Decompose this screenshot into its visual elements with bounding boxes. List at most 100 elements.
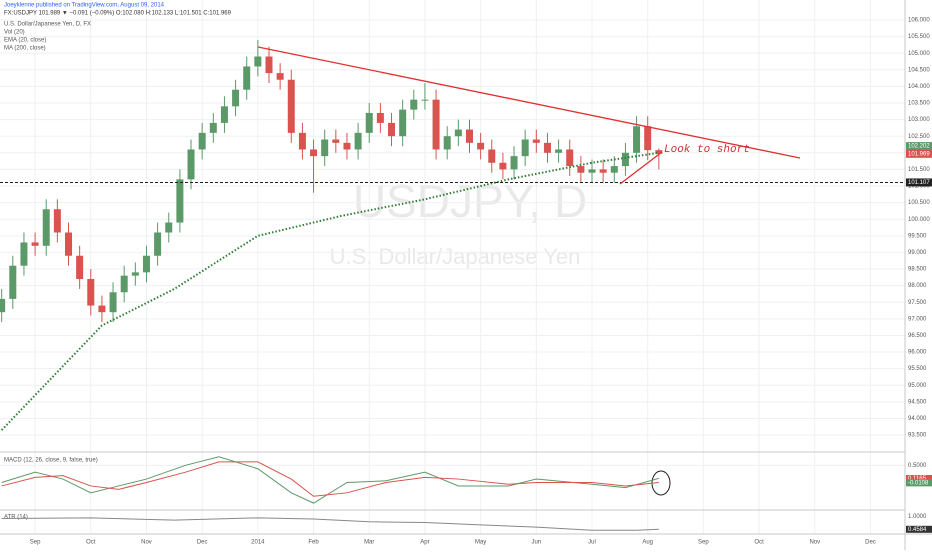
macd-line <box>1 456 659 504</box>
price-label-bg <box>906 178 932 187</box>
y-tick-label: 99.000 <box>908 250 927 256</box>
candle-body <box>220 106 228 123</box>
x-tick-label: May <box>475 540 486 546</box>
y-tick-label: 98.000 <box>908 283 927 289</box>
x-tick-label: Apr <box>420 540 429 546</box>
y-tick-label: 102.500 <box>908 134 930 140</box>
y-tick-label: 101.500 <box>908 167 930 173</box>
candle-body <box>154 232 162 256</box>
candle-body <box>142 255 150 273</box>
candle-body <box>287 79 295 133</box>
candle-body <box>65 232 73 256</box>
last-label-bg <box>906 142 932 151</box>
y-tick-label: 96.000 <box>908 350 927 356</box>
last-label: 0.4584 <box>908 527 927 533</box>
candle-body <box>187 149 195 180</box>
candle-body <box>521 139 529 157</box>
candle-body <box>42 209 50 246</box>
candle-body <box>298 132 306 150</box>
candle-body <box>555 149 563 153</box>
candle-body <box>454 129 462 137</box>
macd-line <box>1 461 659 497</box>
atr-line <box>1 517 659 531</box>
last-label-bg <box>906 525 932 533</box>
y-tick-label: 97.000 <box>908 316 927 322</box>
candle-body <box>243 66 251 90</box>
candle-body <box>532 139 540 143</box>
x-tick-label: Feb <box>308 540 319 546</box>
candle-body <box>421 99 429 101</box>
candle-body <box>120 275 128 293</box>
candle-body <box>465 129 473 143</box>
candle-body <box>566 149 574 167</box>
x-tick-label: Dec <box>197 540 208 546</box>
last-label: 102.202 <box>908 144 930 150</box>
candle-body <box>165 222 173 233</box>
candle-body <box>399 109 407 137</box>
candle-body <box>577 166 585 173</box>
x-tick-label: Oct <box>86 540 96 546</box>
y-tick-label: 105.000 <box>908 51 930 57</box>
candle-body <box>53 209 61 233</box>
y-tick-label: 99.500 <box>908 233 927 239</box>
ma-line <box>0 151 659 431</box>
x-tick-label: Sep <box>698 540 709 546</box>
candle-body <box>31 242 39 246</box>
candle-body <box>599 169 607 173</box>
candle-body <box>343 142 351 150</box>
x-tick-label: Oct <box>754 540 764 546</box>
candle-body <box>477 142 485 150</box>
candle-body <box>410 99 418 110</box>
candle-body <box>9 265 17 299</box>
y-tick-label: 105.500 <box>908 34 930 40</box>
y-tick-label: 103.000 <box>908 117 930 123</box>
candle-body <box>87 278 95 306</box>
candle-body <box>254 56 262 67</box>
y-tick-label: 0.5000 <box>908 463 927 469</box>
candle-body <box>321 139 329 157</box>
candle-body <box>265 56 273 74</box>
candle-body <box>655 150 663 154</box>
last-label-bg <box>906 474 932 482</box>
candle-body <box>232 89 240 107</box>
candle-body <box>443 136 451 150</box>
watermark: USDJPY, D <box>353 175 587 227</box>
quote-line: FX:USDJPY 101.989 ▼ −0.091 (−0.09%) O:10… <box>4 11 232 17</box>
x-tick-label: Jun <box>531 540 541 546</box>
y-tick-label: 104.000 <box>908 84 930 90</box>
y-tick-label: 100.000 <box>908 217 930 223</box>
y-tick-label: 104.500 <box>908 67 930 73</box>
x-tick-label: Sep <box>30 540 41 546</box>
candle-body <box>76 255 84 279</box>
marks <box>0 39 905 431</box>
candle-body <box>365 112 373 133</box>
candle-body <box>354 132 362 150</box>
annotation: Look to short <box>664 144 750 156</box>
y-tick-label: 97.500 <box>908 300 927 306</box>
last-label: 0.1165 <box>908 476 927 482</box>
trendline <box>619 151 663 185</box>
candle-body <box>488 149 496 163</box>
pane-title: ATR (14) <box>4 515 28 521</box>
y-tick-label: 101.000 <box>908 184 930 190</box>
y-tick-label: 103.500 <box>908 101 930 107</box>
candle-body <box>198 132 206 150</box>
candle-body <box>176 179 184 223</box>
pane-title: MACD (12, 26, close, 9, false, true) <box>4 458 98 464</box>
candle-body <box>588 169 596 173</box>
last-label: -0.0108 <box>908 480 929 486</box>
y-tick-label: 94.000 <box>908 416 927 422</box>
candle-body <box>633 126 641 153</box>
study-label: Vol (20) <box>4 30 25 36</box>
candle-body <box>432 99 440 150</box>
candle-body <box>499 162 507 170</box>
y-tick-label: 100.500 <box>908 200 930 206</box>
x-tick-label: Jul <box>588 540 596 546</box>
y-tick-label: 106.000 <box>908 18 930 24</box>
x-tick-label: 2014 <box>251 540 265 546</box>
x-tick-label: Mar <box>364 540 374 546</box>
last-label: 101.969 <box>908 151 930 157</box>
candle-body <box>20 242 28 266</box>
